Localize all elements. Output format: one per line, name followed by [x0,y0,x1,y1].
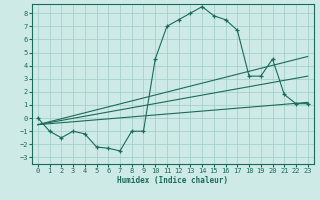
X-axis label: Humidex (Indice chaleur): Humidex (Indice chaleur) [117,176,228,185]
